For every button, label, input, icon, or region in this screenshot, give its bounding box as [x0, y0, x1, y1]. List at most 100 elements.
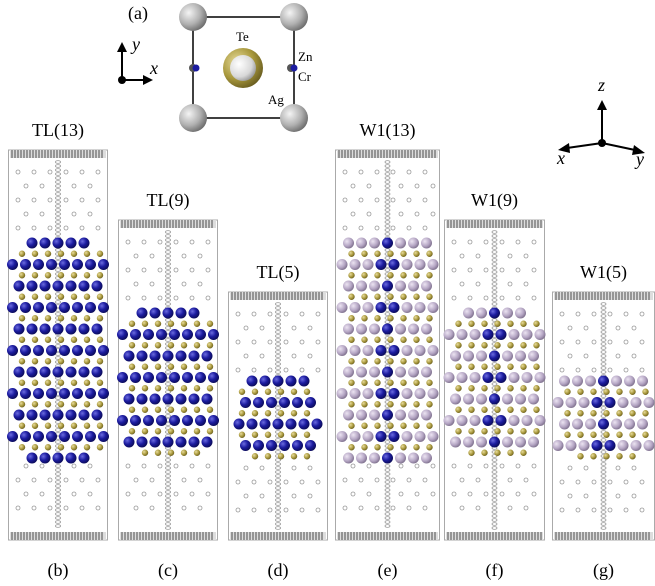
te-atom [207, 364, 213, 370]
te-atom [494, 407, 500, 413]
dopant-atom [137, 437, 148, 448]
host-atom [516, 240, 520, 244]
host-atom [72, 492, 76, 496]
host-atom [284, 480, 288, 484]
center-atom [166, 231, 171, 234]
center-atom [166, 463, 171, 466]
center-atom [56, 477, 61, 480]
host-atom [158, 240, 162, 244]
te-atom [142, 407, 148, 413]
dopant-atom [156, 329, 167, 340]
host-atom [88, 492, 92, 496]
te-atom [374, 380, 380, 386]
host-atom [80, 226, 84, 230]
host-atom [608, 480, 612, 484]
center-atom [166, 299, 171, 302]
center-atom [601, 439, 606, 442]
center-atom [385, 221, 390, 224]
host-atom [359, 478, 363, 482]
dopant-atom [402, 259, 413, 270]
host-atom [532, 296, 536, 300]
host-atom [268, 312, 272, 316]
center-atom [166, 239, 171, 242]
host-atom [40, 492, 44, 496]
te-atom [58, 401, 64, 407]
te-atom [361, 315, 367, 321]
center-atom [276, 395, 281, 398]
dopant-atom [33, 345, 44, 356]
dopant-atom [85, 345, 96, 356]
center-atom [56, 517, 61, 520]
host-atom [640, 312, 644, 316]
center-atom [276, 363, 281, 366]
host-atom [351, 184, 355, 188]
dopant-atom [27, 367, 38, 378]
te-atom [32, 272, 38, 278]
te-atom [32, 401, 38, 407]
dopant-atom [7, 431, 18, 442]
center-atom [601, 527, 606, 530]
te-atom [629, 410, 635, 416]
structure: TL(9)(c) [117, 190, 219, 581]
dopant-atom [305, 440, 316, 451]
structure-title: W1(9) [471, 190, 518, 211]
te-atom [84, 401, 90, 407]
dopant-atom [189, 394, 200, 405]
host-atom [150, 282, 154, 286]
host-atom [468, 240, 472, 244]
host-atom [96, 198, 100, 202]
host-atom [351, 492, 355, 496]
te-atom [455, 407, 461, 413]
center-atom [166, 267, 171, 270]
te-atom [19, 423, 25, 429]
te-atom [142, 428, 148, 434]
dopant-atom [489, 308, 500, 319]
te-atom [194, 364, 200, 370]
te-atom [97, 423, 103, 429]
te-atom [19, 337, 25, 343]
te-atom [181, 342, 187, 348]
host-atom [244, 326, 248, 330]
center-atom [385, 397, 390, 400]
center-atom [166, 519, 171, 522]
dopant-atom [299, 376, 310, 387]
host-atom [24, 184, 28, 188]
host-atom [182, 254, 186, 258]
center-atom [56, 225, 61, 228]
te-atom [577, 453, 583, 459]
host-atom [150, 478, 154, 482]
center-atom [56, 313, 61, 316]
dopant-atom [79, 281, 90, 292]
dopant-atom [46, 259, 57, 270]
dopant-atom [450, 437, 461, 448]
arrow-head [597, 100, 607, 110]
host-atom [407, 170, 411, 174]
center-atom [56, 229, 61, 232]
host-atom [423, 478, 427, 482]
te-atom [426, 444, 432, 450]
center-atom [166, 327, 171, 330]
dopant-atom [130, 329, 141, 340]
te-atom [348, 315, 354, 321]
te-atom [616, 389, 622, 395]
host-atom [367, 184, 371, 188]
dopant-atom [247, 376, 258, 387]
host-atom [460, 506, 464, 510]
dopant-atom [637, 419, 648, 430]
host-atom [484, 240, 488, 244]
host-atom [182, 478, 186, 482]
dopant-atom [605, 440, 616, 451]
host-atom [300, 340, 304, 344]
center-atom [56, 213, 61, 216]
te-atom [71, 380, 77, 386]
center-atom [56, 201, 61, 204]
center-atom [601, 347, 606, 350]
te-atom [616, 410, 622, 416]
te-atom [155, 407, 161, 413]
te-atom [413, 401, 419, 407]
te-atom [71, 337, 77, 343]
center-atom [601, 351, 606, 354]
dopant-atom [286, 376, 297, 387]
center-atom [385, 185, 390, 188]
te-atom [520, 342, 526, 348]
